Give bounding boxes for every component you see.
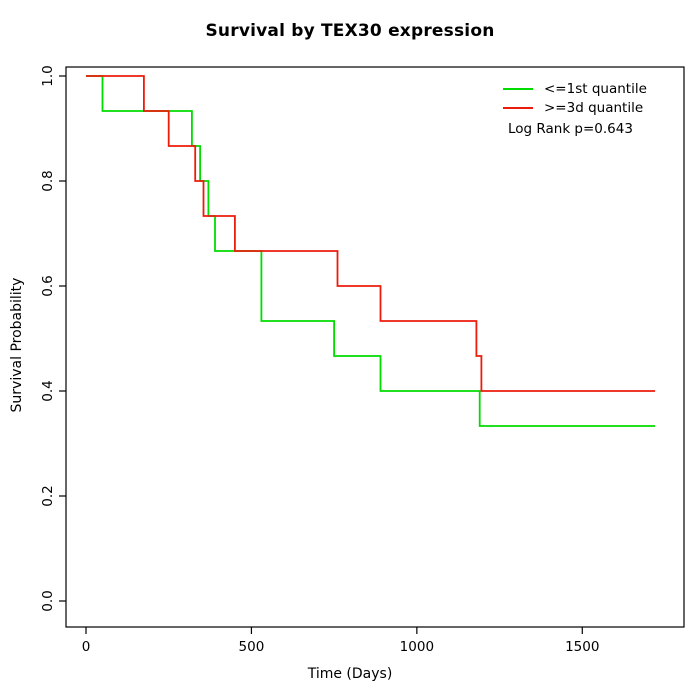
svg-text:0.6: 0.6: [40, 275, 56, 296]
svg-text:1500: 1500: [565, 639, 599, 655]
y-axis-label: Survival Probability: [9, 277, 25, 413]
svg-text:1000: 1000: [400, 639, 434, 655]
green-line-swatch: [503, 87, 533, 90]
legend-label-third-quantile: >=3d quantile: [544, 99, 644, 116]
svg-text:0.4: 0.4: [40, 380, 56, 401]
legend: <=1st quantile >=3d quantile: [503, 79, 647, 117]
log-rank-annotation: Log Rank p=0.643: [508, 121, 633, 137]
red-line-swatch: [503, 106, 533, 109]
legend-item-third-quantile: >=3d quantile: [503, 98, 647, 117]
svg-text:1.0: 1.0: [40, 65, 56, 86]
svg-text:0.0: 0.0: [40, 590, 56, 611]
svg-text:0: 0: [82, 639, 91, 655]
svg-text:0.2: 0.2: [40, 485, 56, 506]
legend-label-first-quantile: <=1st quantile: [544, 80, 647, 97]
x-axis-label: Time (Days): [307, 666, 393, 682]
legend-item-first-quantile: <=1st quantile: [503, 79, 647, 98]
svg-text:0.8: 0.8: [40, 170, 56, 191]
chart-title: Survival by TEX30 expression: [205, 21, 495, 41]
svg-text:500: 500: [239, 639, 265, 655]
